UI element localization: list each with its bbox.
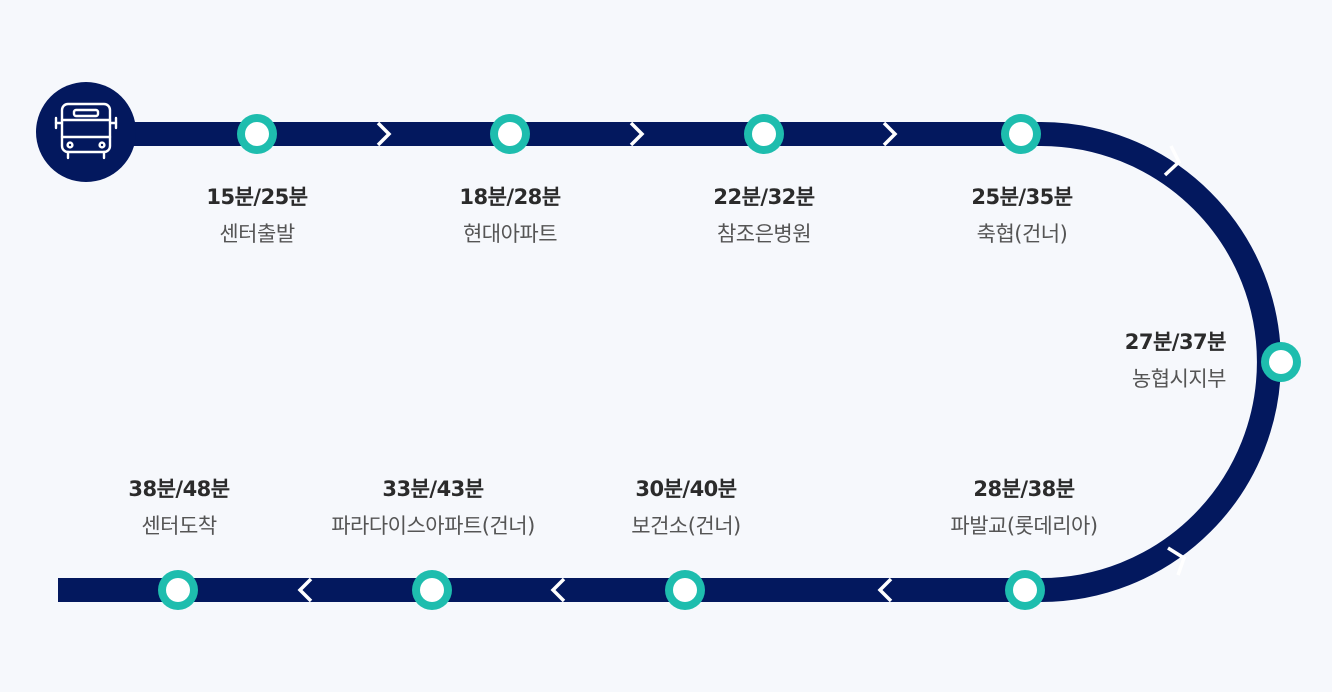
stop-label: 30분/40분 보건소(건너) [556, 479, 816, 537]
stop-time: 18분/28분 [459, 185, 561, 209]
stop-time: 22분/32분 [713, 185, 815, 209]
stop-name: 축협(건너) [976, 222, 1068, 246]
bus-icon [54, 102, 118, 160]
stop-name: 파발교(롯데리아) [950, 514, 1098, 538]
direction-arrow [629, 121, 645, 147]
direction-arrow [1163, 145, 1182, 177]
stop-time: 30분/40분 [635, 477, 737, 501]
stop-label: 28분/38분 파발교(롯데리아) [894, 479, 1154, 537]
stop-time: 28분/38분 [973, 477, 1075, 501]
stop-marker [665, 570, 705, 610]
stop-name: 보건소(건너) [631, 514, 741, 538]
stop-time: 27분/37분 [1124, 330, 1227, 354]
stop-label: 38분/48분 센터도착 [49, 479, 309, 537]
direction-arrow [877, 577, 893, 603]
stop-name: 파라다이스아파트(건너) [331, 514, 535, 538]
stop-marker [412, 570, 452, 610]
stop-time: 15분/25분 [206, 185, 308, 209]
direction-arrow [297, 577, 313, 603]
stop-label: 27분/37분 농협시지부 [966, 330, 1227, 391]
stop-time: 33분/43분 [382, 477, 484, 501]
direction-arrow [376, 121, 392, 147]
direction-arrow [882, 121, 898, 147]
stop-label: 25분/35분 축협(건너) [892, 187, 1152, 245]
stop-marker [237, 114, 277, 154]
stop-name: 현대아파트 [462, 222, 558, 246]
stop-name: 농협시지부 [1131, 367, 1227, 391]
stop-name: 센터도착 [141, 514, 217, 538]
stop-marker [744, 114, 784, 154]
direction-arrow [1167, 546, 1187, 576]
stop-marker [490, 114, 530, 154]
stop-label: 15분/25분 센터출발 [127, 187, 387, 245]
stop-marker [1001, 114, 1041, 154]
stop-name: 참조은병원 [716, 222, 812, 246]
stop-label: 18분/28분 현대아파트 [380, 187, 640, 245]
stop-label: 33분/43분 파라다이스아파트(건너) [303, 479, 563, 537]
direction-arrow [550, 577, 566, 603]
stop-marker [1005, 570, 1045, 610]
stop-label: 22분/32분 참조은병원 [634, 187, 894, 245]
stop-marker [158, 570, 198, 610]
stop-time: 38분/48분 [128, 477, 230, 501]
stop-name: 센터출발 [219, 222, 295, 246]
start-badge [36, 82, 136, 182]
stop-time: 25분/35분 [971, 185, 1073, 209]
stop-marker [1261, 342, 1301, 382]
